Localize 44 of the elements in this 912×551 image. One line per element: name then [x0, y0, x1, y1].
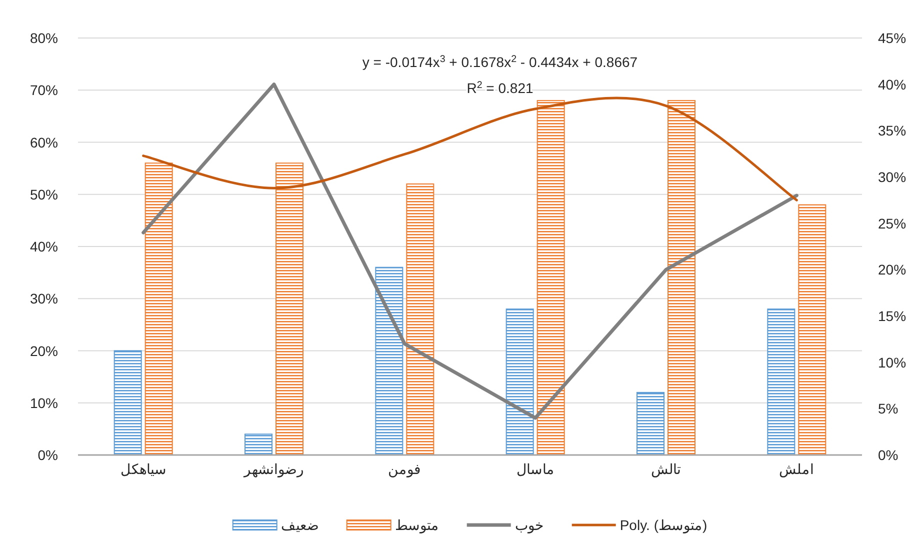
bar	[114, 350, 142, 456]
legend-label: ضعیف	[280, 517, 319, 533]
bar	[375, 266, 404, 456]
annotation: R$^{2}$ = 0.821	[466, 80, 534, 96]
y-tick-label: 70%	[30, 82, 58, 98]
bar	[244, 434, 272, 456]
x-tick-label: املش	[779, 461, 814, 478]
x-tick-label: تالش	[651, 461, 681, 478]
y-tick-label: 60%	[30, 134, 58, 150]
y2-tick-label: 40%	[878, 76, 906, 92]
x-tick-label: رضوانشهر	[243, 461, 304, 478]
x-tick-label: ماسال	[516, 461, 554, 477]
y2-tick-label: 5%	[878, 400, 898, 417]
bar	[144, 162, 173, 456]
y2-tick-label: 45%	[878, 30, 906, 46]
x-tick-label: سیاهکل	[120, 461, 166, 477]
legend-label: خوب	[514, 517, 544, 534]
y-tick-label: 80%	[30, 30, 58, 46]
bar	[276, 162, 304, 456]
y2-tick-label: 10%	[878, 354, 906, 370]
legend-label: متوسط	[394, 517, 439, 534]
bar	[767, 308, 796, 456]
x-tick-label: فومن	[388, 461, 422, 478]
y-tick-label: 0%	[38, 447, 58, 463]
y2-tick-label: 35%	[878, 122, 906, 139]
y-tick-label: 10%	[30, 394, 58, 411]
bar	[506, 308, 534, 456]
y-tick-label: 20%	[30, 342, 58, 359]
annotation: y = -0.0174x$^{3}$ + 0.1678x$^{2}$ - 0.4434x + 0.8667	[362, 54, 638, 70]
bar	[406, 183, 434, 456]
bar	[668, 100, 696, 456]
y2-tick-label: 20%	[878, 262, 906, 278]
bar	[798, 204, 826, 456]
y2-tick-label: 0%	[878, 447, 898, 463]
y2-tick-label: 25%	[878, 215, 906, 232]
y-tick-label: 40%	[30, 238, 58, 254]
bar	[636, 392, 664, 456]
bar	[536, 100, 565, 456]
y-tick-label: 50%	[30, 186, 58, 202]
line-series	[142, 82, 798, 420]
y2-tick-label: 15%	[878, 308, 906, 324]
legend-label: Poly. (متوسط)	[620, 517, 708, 534]
y-tick-label: 30%	[30, 290, 58, 307]
y2-tick-label: 30%	[878, 169, 906, 185]
